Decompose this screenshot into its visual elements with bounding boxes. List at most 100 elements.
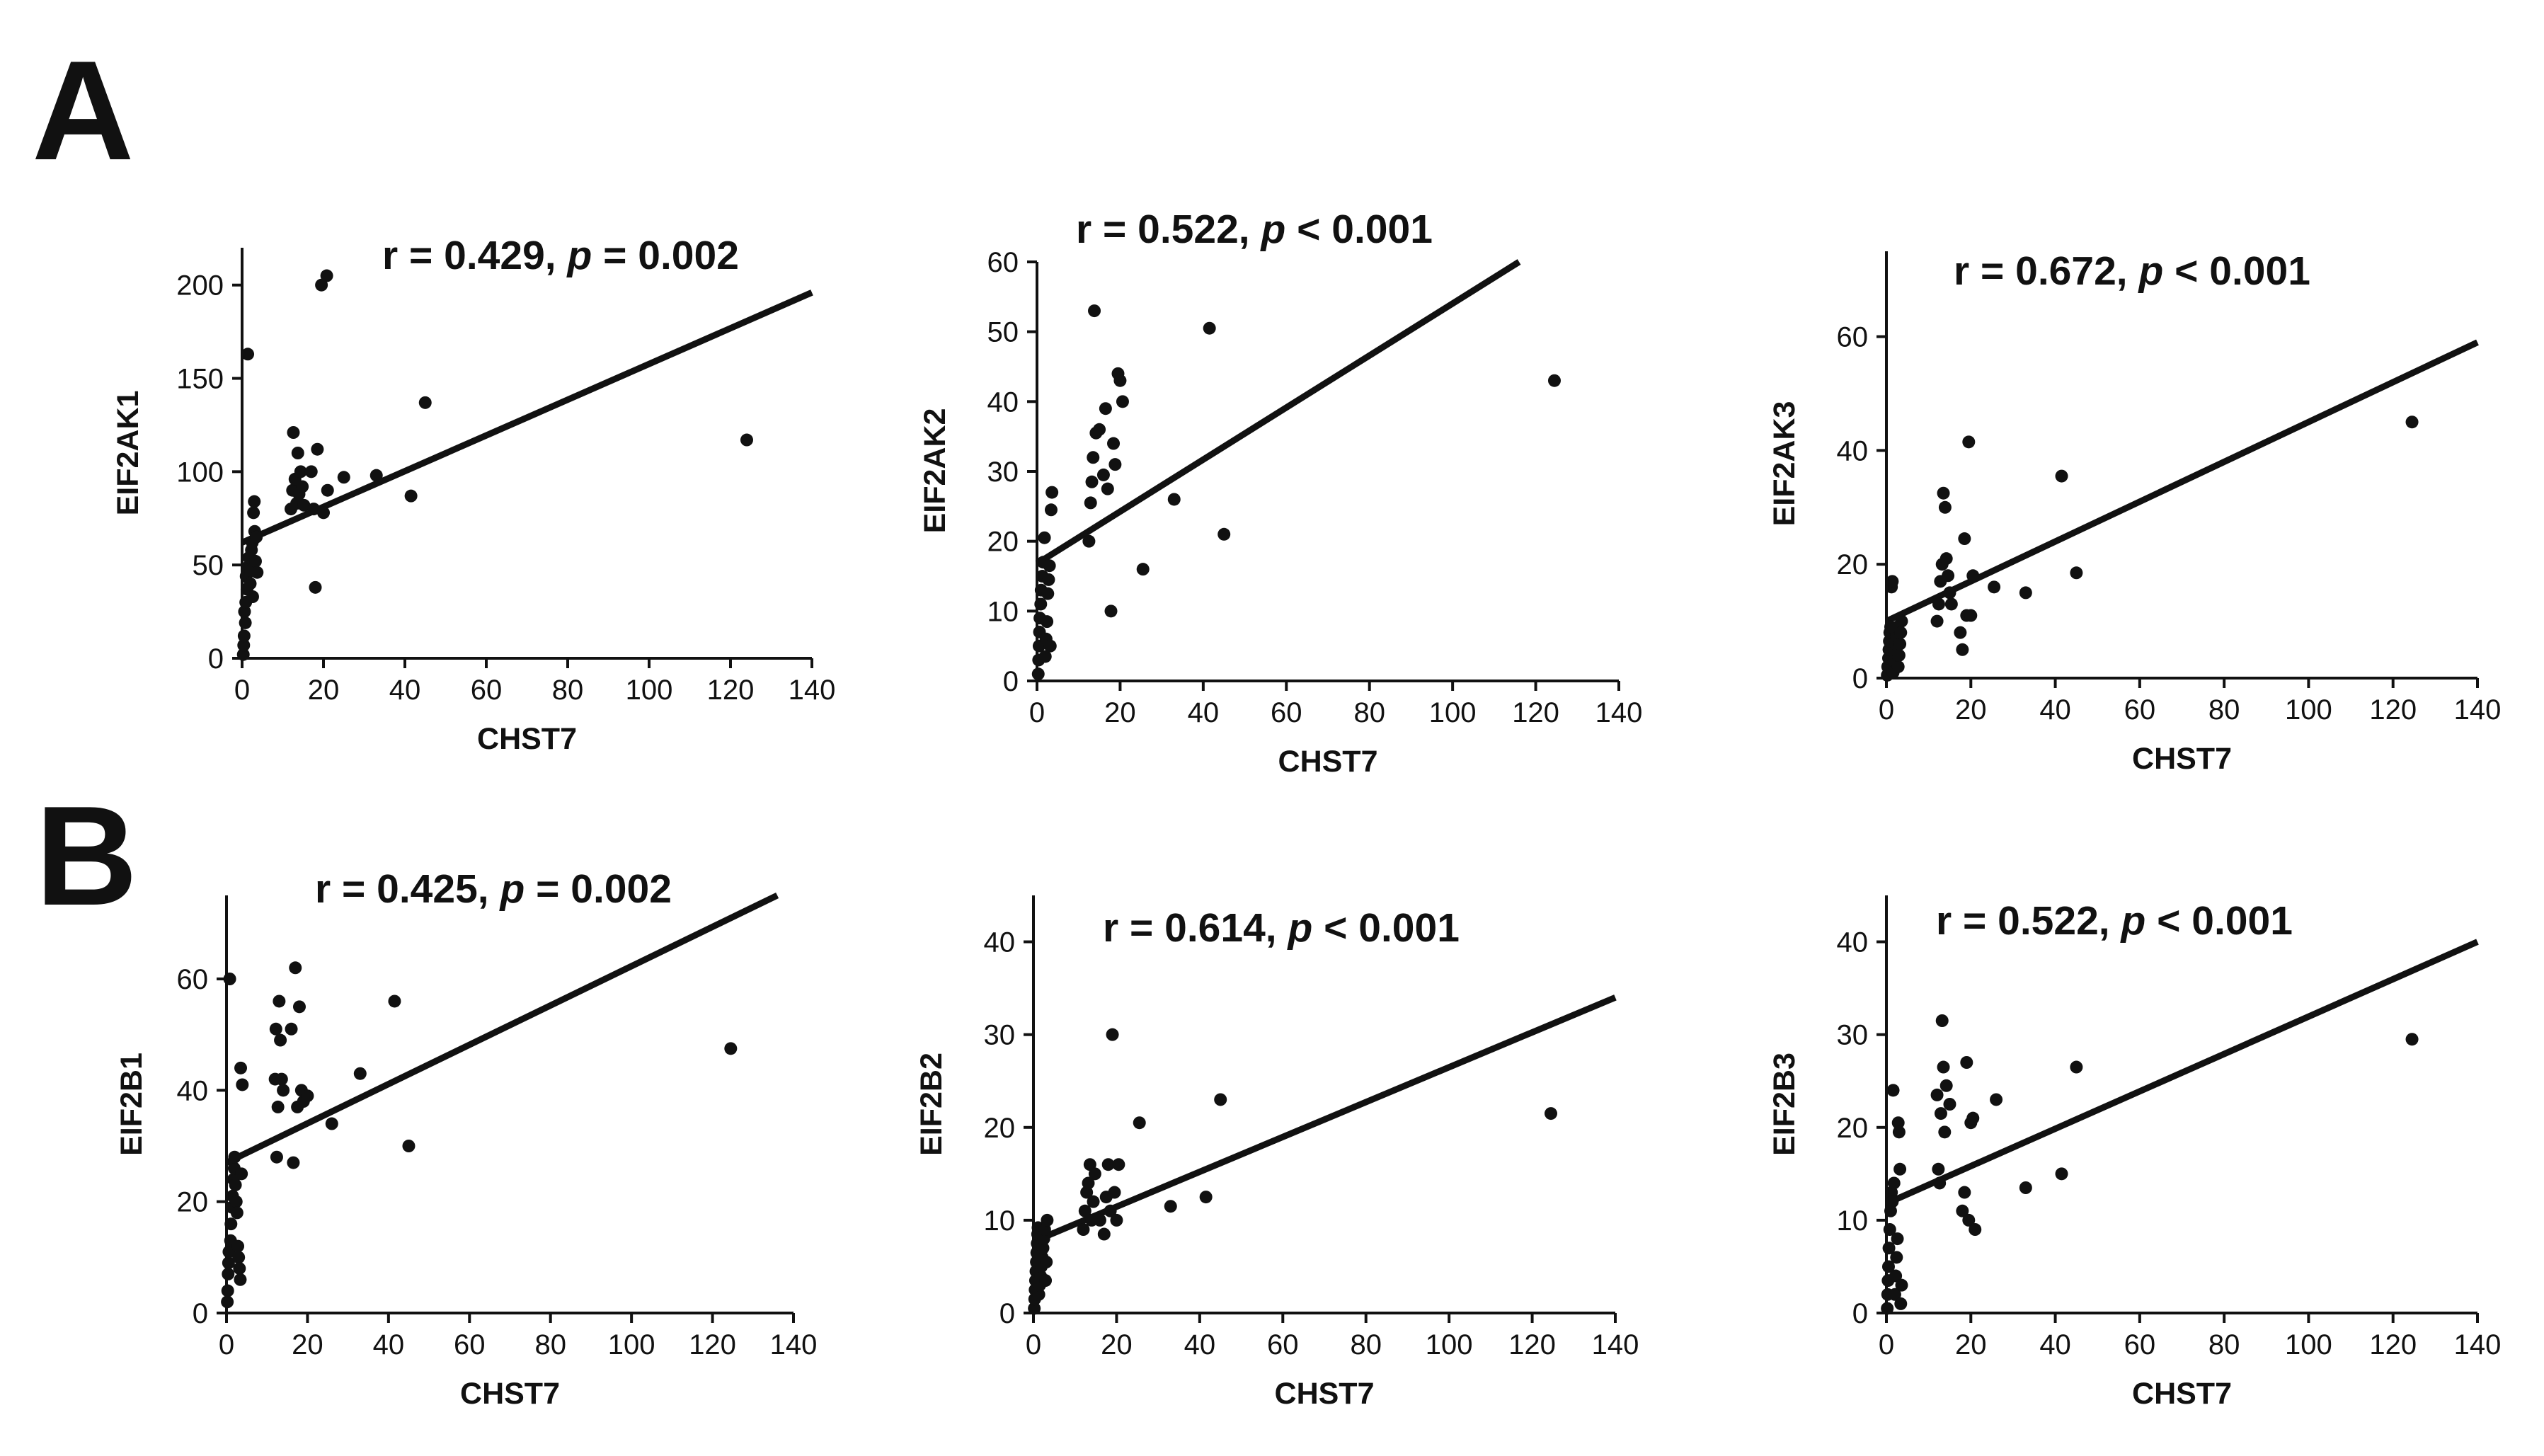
data-point [1962,435,1976,449]
data-point [307,503,321,516]
x-tick-label: 0 [234,675,250,706]
data-point [402,1140,416,1152]
data-point [1088,304,1101,318]
data-point [1133,1116,1146,1130]
data-point [1934,1107,1947,1120]
data-point [1891,1232,1904,1246]
data-point [1203,321,1216,335]
data-point [1044,503,1058,517]
data-point [1938,500,1952,514]
data-point [1547,374,1561,387]
panel-letter-a: A [32,32,134,190]
data-point [237,638,251,652]
scatter-plot-eif2ak1: 0 20 40 60 80 100 120 140 0 50 100 150 200 CHST7 EIF2A… [111,233,835,756]
regression-line [1035,259,1521,567]
data-point [247,506,260,520]
data-point [1943,586,1956,600]
y-tick-label: 150 [176,364,224,395]
data-point [1034,597,1048,611]
data-point [388,994,401,1008]
x-tick-label: 140 [2454,694,2502,726]
data-point [1088,1167,1101,1181]
x-tick-label: 80 [2208,1329,2240,1360]
x-tick-label: 0 [1026,1329,1041,1360]
data-point [2405,415,2419,429]
data-point [273,994,286,1008]
data-point [1036,1242,1050,1255]
regression-line [225,892,779,1166]
data-point [1099,402,1112,415]
correlation-stat: r = 0.672, p < 0.001 [1954,248,2310,294]
correlation-stat: r = 0.429, p = 0.002 [382,233,739,278]
correlation-stat: r = 0.614, p < 0.001 [1103,905,1460,951]
y-tick-label: 10 [987,596,1019,627]
y-tick-label: 20 [1837,549,1869,580]
y-tick-label: 0 [1852,1298,1868,1329]
data-point [1881,1260,1895,1273]
x-axis-label: CHST7 [1278,745,1378,779]
y-tick-label: 100 [176,457,224,488]
x-tick-label: 100 [1426,1329,1473,1360]
y-tick-label: 40 [177,1075,209,1106]
data-point [1041,1213,1054,1227]
data-point [1958,1186,1971,1199]
data-point [1883,1223,1896,1236]
data-point [229,1179,242,1192]
data-point [296,480,309,493]
y-tick-label: 0 [1003,666,1019,697]
x-tick-label: 120 [2369,1329,2417,1360]
data-point [2055,1167,2068,1181]
data-point [304,465,318,478]
data-point [233,1262,246,1276]
x-tick-label: 0 [219,1329,234,1360]
data-point [320,269,333,282]
data-point [1956,643,1969,656]
data-point [1890,1251,1903,1264]
x-tick-label: 120 [689,1329,736,1360]
data-point [337,471,350,484]
data-point [1082,534,1096,548]
x-tick-label: 80 [1350,1329,1382,1360]
regression-line [1885,939,2479,1207]
data-point [1886,1195,1899,1208]
data-point [1891,1116,1905,1130]
x-tick-label: 40 [2039,694,2071,726]
data-point [1097,1227,1111,1241]
x-tick-label: 100 [1429,697,1477,728]
data-point [231,1239,245,1253]
data-point [1136,563,1150,576]
data-point [1106,1028,1119,1041]
data-point [1958,532,1971,546]
data-point [230,1206,243,1220]
data-point [1043,559,1056,573]
x-tick-label: 20 [308,675,340,706]
data-point [1214,1093,1227,1106]
data-point [1930,614,1944,628]
y-tick-label: 20 [984,1113,1016,1144]
data-point [1932,597,1945,611]
data-point [1078,1204,1091,1217]
data-point [1107,437,1121,450]
y-axis-label: EIF2B1 [115,1053,149,1156]
x-axis-label: CHST7 [477,722,577,756]
data-point [1895,614,1908,628]
data-point [1892,648,1906,662]
scatter-plot-eif2b2: 0 20 40 60 80 100 120 140 0 10 20 30 40 CHST7 EIF2B2 r … [915,895,1639,1411]
data-point [1990,1093,2003,1106]
y-axis-label: EIF2AK3 [1767,401,1801,527]
data-point [271,1100,285,1113]
y-tick-label: 30 [984,1020,1016,1051]
x-tick-label: 60 [2124,1329,2156,1360]
data-point [311,442,324,456]
data-point [1881,1302,1894,1315]
data-point [1894,1297,1908,1310]
x-tick-label: 80 [534,1329,566,1360]
x-tick-label: 40 [1184,1329,1216,1360]
data-point [1041,587,1055,600]
data-point [1217,527,1231,541]
data-point [291,447,304,459]
y-tick-label: 10 [1837,1205,1869,1237]
data-point [2055,469,2068,483]
data-point [1956,1204,1969,1217]
